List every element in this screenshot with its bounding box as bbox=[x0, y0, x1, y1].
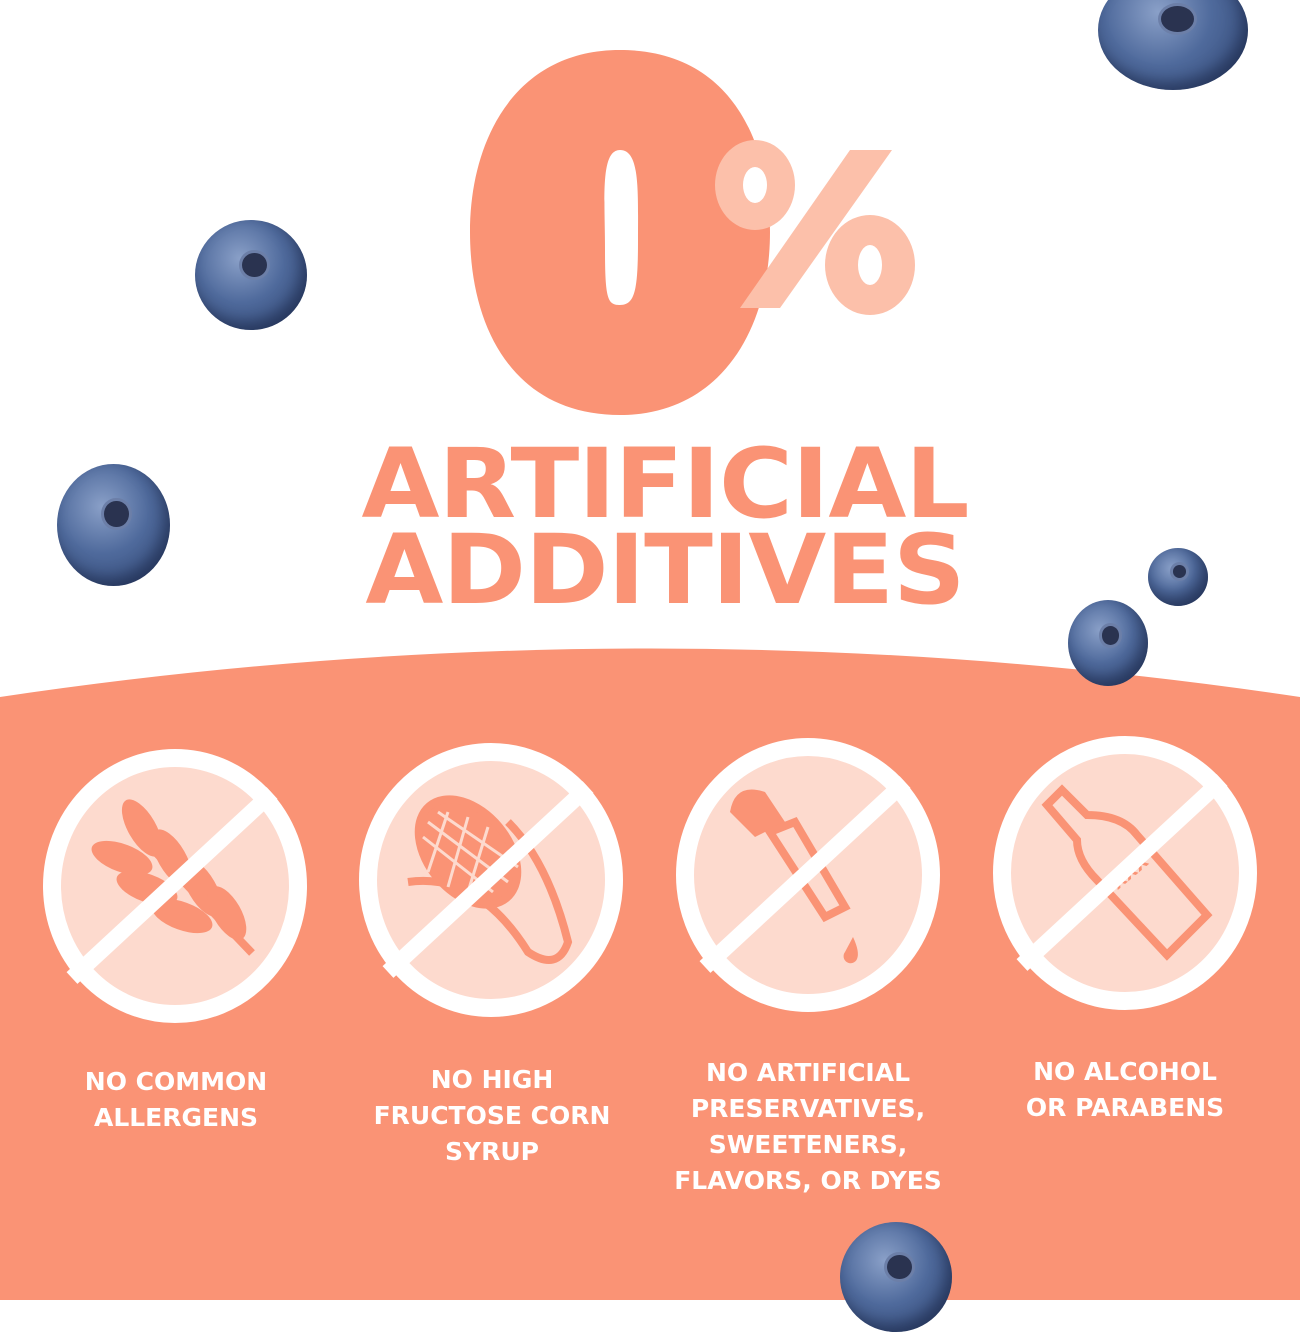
label-no-allergens: NO COMMON ALLERGENS bbox=[26, 1064, 326, 1136]
headline-line-2: ADDITIVES bbox=[365, 514, 965, 626]
badge-no-hfcs bbox=[359, 743, 623, 1017]
blueberry-image bbox=[57, 464, 170, 586]
bottle-icon bbox=[1041, 784, 1213, 961]
label-line: OR PARABENS bbox=[1025, 1093, 1225, 1122]
label-no-alcohol: NO ALCOHOL OR PARABENS bbox=[975, 1054, 1275, 1126]
label-line: NO ARTIFICIAL bbox=[705, 1058, 911, 1087]
blueberry-image bbox=[840, 1222, 952, 1332]
label-line: FRUCTOSE CORN bbox=[373, 1101, 611, 1130]
label-line: NO ALCOHOL bbox=[1033, 1057, 1217, 1086]
label-no-artificial: NO ARTIFICIAL PRESERVATIVES, SWEETENERS,… bbox=[658, 1055, 958, 1199]
salmon-wave-background bbox=[0, 648, 1300, 1300]
svg-text:0: 0 bbox=[470, 50, 471, 51]
label-no-hfcs: NO HIGH FRUCTOSE CORN SYRUP bbox=[342, 1062, 642, 1170]
label-line: NO HIGH bbox=[430, 1065, 554, 1094]
badge-no-alcohol: XXX bbox=[993, 736, 1257, 1010]
badge-no-artificial bbox=[676, 738, 940, 1012]
label-line: PRESERVATIVES, bbox=[690, 1094, 926, 1123]
label-line: SWEETENERS, bbox=[708, 1130, 908, 1159]
blueberry-image bbox=[1148, 548, 1208, 606]
blueberry-image bbox=[195, 220, 307, 330]
label-line: ALLERGENS bbox=[93, 1103, 259, 1132]
dropper-icon bbox=[730, 789, 858, 964]
label-line: FLAVORS, OR DYES bbox=[674, 1166, 942, 1195]
label-line: NO COMMON bbox=[84, 1067, 268, 1096]
svg-text:%: % bbox=[700, 140, 701, 141]
blueberry-image bbox=[1068, 600, 1148, 686]
zero-numeral: 0 bbox=[470, 50, 770, 415]
percent-sign: % bbox=[700, 140, 915, 315]
label-line: SYRUP bbox=[445, 1137, 539, 1166]
headline-line-1: ARTIFICIAL bbox=[361, 428, 970, 540]
badge-no-allergens bbox=[43, 749, 307, 1023]
